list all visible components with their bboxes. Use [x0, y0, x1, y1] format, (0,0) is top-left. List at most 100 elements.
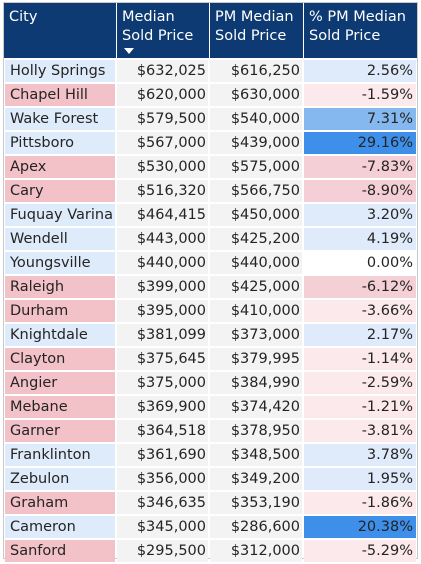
median-sold-price-cell: $579,500: [117, 108, 208, 130]
table-row[interactable]: Garner $364,518 $378,950 -3.81%: [4, 420, 417, 444]
pct-pm-median-sold-price-cell: -1.21%: [304, 396, 416, 418]
city-cell: Franklinton: [5, 444, 115, 466]
table-row[interactable]: Sanford $295,500 $312,000 -5.29%: [4, 540, 417, 564]
median-sold-price-cell: $395,000: [117, 300, 208, 322]
city-cell: Knightdale: [5, 324, 115, 346]
pct-pm-median-sold-price-cell: -1.14%: [304, 348, 416, 370]
pct-pm-median-sold-price-cell: 7.31%: [304, 108, 416, 130]
median-sold-price-cell: $464,415: [117, 204, 208, 226]
pm-median-sold-price-cell: $630,000: [210, 84, 302, 106]
table-row[interactable]: Chapel Hill $620,000 $630,000 -1.59%: [4, 84, 417, 108]
table-body: Holly Springs $632,025 $616,250 2.56% Chapel…: [4, 60, 417, 564]
pct-pm-median-sold-price-cell: -8.90%: [304, 180, 416, 202]
pm-median-sold-price-cell: $616,250: [210, 60, 302, 82]
pm-median-sold-price-cell: $373,000: [210, 324, 302, 346]
pm-median-sold-price-cell: $566,750: [210, 180, 302, 202]
table-row[interactable]: Cameron $345,000 $286,600 20.38%: [4, 516, 417, 540]
median-sold-price-cell: $345,000: [117, 516, 208, 538]
table-row[interactable]: Youngsville $440,000 $440,000 0.00%: [4, 252, 417, 276]
city-cell: Durham: [5, 300, 115, 322]
city-cell: Mebane: [5, 396, 115, 418]
column-header-label: % PM Median Sold Price: [309, 9, 406, 44]
table-row[interactable]: Zebulon $356,000 $349,200 1.95%: [4, 468, 417, 492]
pct-pm-median-sold-price-cell: 2.17%: [304, 324, 416, 346]
column-header-label: PM Median Sold Price: [215, 9, 294, 44]
pm-median-sold-price-cell: $312,000: [210, 540, 302, 562]
pm-median-sold-price-cell: $410,000: [210, 300, 302, 322]
pct-pm-median-sold-price-cell: 4.19%: [304, 228, 416, 250]
median-sold-price-cell: $295,500: [117, 540, 208, 562]
pm-median-sold-price-cell: $575,000: [210, 156, 302, 178]
city-cell: Raleigh: [5, 276, 115, 298]
pct-pm-median-sold-price-cell: -2.59%: [304, 372, 416, 394]
table-row[interactable]: Angier $375,000 $384,990 -2.59%: [4, 372, 417, 396]
table-row[interactable]: Mebane $369,900 $374,420 -1.21%: [4, 396, 417, 420]
city-cell: Graham: [5, 492, 115, 514]
column-header-city[interactable]: City: [4, 3, 117, 58]
table-row[interactable]: Durham $395,000 $410,000 -3.66%: [4, 300, 417, 324]
pct-pm-median-sold-price-cell: 20.38%: [304, 516, 416, 538]
table-row[interactable]: Cary $516,320 $566,750 -8.90%: [4, 180, 417, 204]
pct-pm-median-sold-price-cell: -1.86%: [304, 492, 416, 514]
column-header-label: City: [9, 9, 38, 25]
table-row[interactable]: Wendell $443,000 $425,200 4.19%: [4, 228, 417, 252]
pct-pm-median-sold-price-cell: 29.16%: [304, 132, 416, 154]
table-row[interactable]: Clayton $375,645 $379,995 -1.14%: [4, 348, 417, 372]
pct-pm-median-sold-price-cell: 1.95%: [304, 468, 416, 490]
pct-pm-median-sold-price-cell: -7.83%: [304, 156, 416, 178]
city-cell: Fuquay Varina: [5, 204, 115, 226]
pct-pm-median-sold-price-cell: -1.59%: [304, 84, 416, 106]
column-header-median-sold-price[interactable]: Median Sold Price: [117, 3, 210, 58]
city-cell: Clayton: [5, 348, 115, 370]
pm-median-sold-price-cell: $450,000: [210, 204, 302, 226]
table-row[interactable]: Raleigh $399,000 $425,000 -6.12%: [4, 276, 417, 300]
median-sold-price-cell: $620,000: [117, 84, 208, 106]
median-sold-price-cell: $443,000: [117, 228, 208, 250]
column-header-label: Median Sold Price: [122, 9, 194, 44]
pm-median-sold-price-cell: $349,200: [210, 468, 302, 490]
pm-median-sold-price-cell: $440,000: [210, 252, 302, 274]
table-row[interactable]: Fuquay Varina $464,415 $450,000 3.20%: [4, 204, 417, 228]
table-row[interactable]: Knightdale $381,099 $373,000 2.17%: [4, 324, 417, 348]
column-header-pm-median-sold-price[interactable]: PM Median Sold Price: [210, 3, 304, 58]
pct-pm-median-sold-price-cell: 3.78%: [304, 444, 416, 466]
city-cell: Angier: [5, 372, 115, 394]
pm-median-sold-price-cell: $425,200: [210, 228, 302, 250]
pm-median-sold-price-cell: $379,995: [210, 348, 302, 370]
table-row[interactable]: Franklinton $361,690 $348,500 3.78%: [4, 444, 417, 468]
median-sold-price-cell: $440,000: [117, 252, 208, 274]
pct-pm-median-sold-price-cell: 2.56%: [304, 60, 416, 82]
pm-median-sold-price-cell: $374,420: [210, 396, 302, 418]
pct-pm-median-sold-price-cell: -5.29%: [304, 540, 416, 562]
table-row[interactable]: Apex $530,000 $575,000 -7.83%: [4, 156, 417, 180]
median-sold-price-cell: $399,000: [117, 276, 208, 298]
data-table: City Median Sold Price PM Median Sold Pr…: [3, 2, 418, 562]
pm-median-sold-price-cell: $439,000: [210, 132, 302, 154]
pm-median-sold-price-cell: $384,990: [210, 372, 302, 394]
table-row[interactable]: Pittsboro $567,000 $439,000 29.16%: [4, 132, 417, 156]
pm-median-sold-price-cell: $286,600: [210, 516, 302, 538]
pm-median-sold-price-cell: $425,000: [210, 276, 302, 298]
pct-pm-median-sold-price-cell: -6.12%: [304, 276, 416, 298]
city-cell: Chapel Hill: [5, 84, 115, 106]
median-sold-price-cell: $375,000: [117, 372, 208, 394]
median-sold-price-cell: $346,635: [117, 492, 208, 514]
pct-pm-median-sold-price-cell: 3.20%: [304, 204, 416, 226]
table-row[interactable]: Holly Springs $632,025 $616,250 2.56%: [4, 60, 417, 84]
table-row[interactable]: Wake Forest $579,500 $540,000 7.31%: [4, 108, 417, 132]
pm-median-sold-price-cell: $348,500: [210, 444, 302, 466]
median-sold-price-cell: $369,900: [117, 396, 208, 418]
median-sold-price-cell: $364,518: [117, 420, 208, 442]
median-sold-price-cell: $567,000: [117, 132, 208, 154]
median-sold-price-cell: $381,099: [117, 324, 208, 346]
city-cell: Wake Forest: [5, 108, 115, 130]
pct-pm-median-sold-price-cell: -3.81%: [304, 420, 416, 442]
city-cell: Cary: [5, 180, 115, 202]
pct-pm-median-sold-price-cell: 0.00%: [304, 252, 416, 274]
table-row[interactable]: Graham $346,635 $353,190 -1.86%: [4, 492, 417, 516]
city-cell: Pittsboro: [5, 132, 115, 154]
pm-median-sold-price-cell: $353,190: [210, 492, 302, 514]
column-header-pct-pm-median-sold-price[interactable]: % PM Median Sold Price: [304, 3, 417, 58]
pct-pm-median-sold-price-cell: -3.66%: [304, 300, 416, 322]
median-sold-price-cell: $356,000: [117, 468, 208, 490]
